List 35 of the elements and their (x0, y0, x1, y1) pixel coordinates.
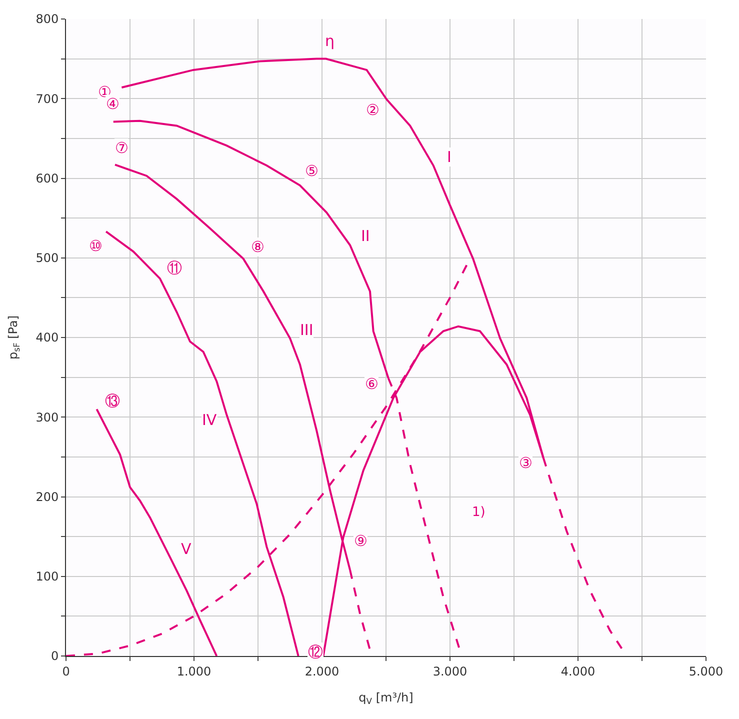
y-tick-label: 500 (36, 251, 59, 266)
annotation: IV (202, 411, 218, 429)
annotation: ⑥ (365, 375, 378, 393)
y-tick-label: 200 (36, 490, 59, 504)
x-tick-label: 3.000 (432, 664, 468, 678)
annotation: 1) (472, 505, 486, 520)
annotation: II (361, 227, 370, 245)
y-tick-label: 100 (36, 570, 59, 584)
annotation: V (181, 540, 192, 558)
annotation: ⑧ (251, 238, 264, 256)
x-axis-title: q$_{V}$ [m³/h] (358, 690, 414, 706)
x-tick-label: 4.000 (560, 664, 596, 678)
annotation: ⑪ (167, 259, 182, 277)
x-tick-label: 2.000 (304, 664, 340, 678)
annotation: ⑫ (308, 643, 323, 661)
annotation: I (447, 148, 452, 166)
annotation: ⑬ (105, 392, 120, 410)
annotation: III (300, 321, 314, 339)
annotation: ⑦ (115, 139, 128, 157)
annotation: η (325, 32, 335, 50)
y-tick-label: 300 (36, 410, 59, 424)
annotation: ② (366, 101, 380, 119)
annotation: ⑩ (89, 237, 102, 255)
x-tick-label: 5.000 (688, 664, 724, 678)
annotation: ③ (519, 454, 532, 472)
y-tick-label: 600 (36, 171, 59, 186)
x-tick-label: 0 (62, 664, 70, 678)
annotation: ④ (106, 95, 120, 113)
annotation: ⑨ (354, 532, 368, 550)
y-tick-label: 0 (50, 649, 59, 664)
y-tick-label: 400 (36, 330, 59, 345)
y-tick-label: 800 (36, 12, 59, 26)
x-tick-label: 1.000 (176, 664, 212, 678)
annotation: ⑤ (305, 162, 318, 180)
y-tick-label: 700 (36, 92, 59, 106)
